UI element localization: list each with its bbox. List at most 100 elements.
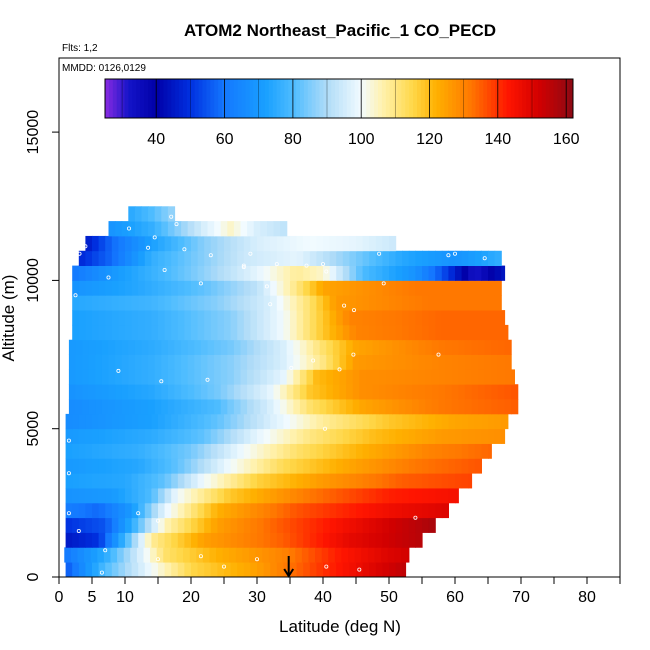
colorbar-swatch	[229, 79, 235, 118]
heatmap-cell	[415, 324, 423, 341]
heatmap-cell	[276, 265, 284, 281]
heatmap-cell	[194, 221, 202, 237]
heatmap-cell	[511, 369, 515, 385]
heatmap-cell	[111, 295, 119, 311]
colorbar-swatch	[417, 79, 422, 118]
heatmap-cell	[247, 221, 255, 237]
heatmap-cell	[356, 295, 364, 311]
heatmap-cell	[161, 206, 169, 222]
heatmap-cell	[138, 310, 146, 326]
heatmap-cell	[286, 369, 294, 385]
heatmap-cell	[257, 413, 265, 430]
sample-point	[324, 564, 329, 569]
heatmap-cell	[118, 280, 126, 296]
heatmap-cell	[118, 265, 126, 281]
heatmap-cell	[448, 473, 456, 489]
heatmap-cell	[438, 384, 446, 400]
heatmap-cell	[98, 458, 106, 474]
heatmap-cell	[224, 265, 232, 281]
heatmap-cell	[125, 532, 133, 548]
heatmap-cell	[230, 265, 238, 281]
colorbar-swatch	[475, 79, 480, 118]
colorbar-tick-label: 100	[348, 131, 375, 148]
heatmap-cell	[293, 339, 301, 355]
heatmap-cell	[455, 310, 463, 326]
heatmap-cell	[78, 250, 86, 266]
heatmap-cell	[309, 443, 317, 459]
heatmap-cell	[412, 384, 420, 400]
heatmap-cell	[184, 562, 192, 577]
heatmap-cell	[309, 458, 317, 474]
heatmap-cell	[408, 473, 416, 489]
heatmap-cell	[283, 488, 291, 504]
heatmap-cell	[441, 310, 449, 326]
heatmap-cell	[224, 295, 232, 311]
heatmap-cell	[230, 310, 238, 326]
heatmap-cell	[303, 532, 311, 548]
x-axis: 0 5 10 20 30 40 50 60 70 80	[55, 577, 621, 606]
colorbar-swatch	[506, 79, 512, 118]
heatmap-cell	[296, 310, 304, 326]
heatmap-cell	[276, 295, 284, 311]
heatmap-cell	[161, 399, 169, 415]
heatmap-cell	[422, 280, 430, 296]
heatmap-cell	[230, 428, 238, 444]
heatmap-cell	[276, 413, 284, 430]
heatmap-cell	[171, 413, 179, 430]
colorbar-swatch	[105, 79, 110, 118]
sample-point	[66, 438, 71, 443]
colorbar-tick-label: 60	[216, 131, 234, 148]
heatmap-cell	[95, 369, 103, 385]
heatmap-cell	[204, 324, 212, 341]
heatmap-cell	[362, 235, 370, 252]
heatmap-cell	[177, 517, 185, 533]
heatmap-cell	[455, 458, 463, 474]
sample-point	[322, 426, 327, 431]
heatmap-cell	[428, 280, 436, 296]
heatmap-cell	[362, 458, 370, 474]
heatmap-cell	[290, 413, 298, 430]
heatmap-cell	[154, 206, 162, 222]
heatmap-cell	[184, 250, 192, 266]
heatmap-cell	[431, 399, 440, 415]
heatmap-cell	[187, 369, 195, 385]
heatmap-cell	[184, 458, 192, 474]
heatmap-cell	[158, 562, 166, 577]
heatmap-cell	[352, 339, 360, 355]
heatmap-cell	[276, 324, 284, 341]
heatmap-cell	[303, 473, 311, 489]
colorbar-swatch	[124, 79, 129, 118]
heatmap-cell	[342, 428, 350, 444]
heatmap-cell	[115, 339, 123, 355]
heatmap-cell	[257, 324, 265, 341]
heatmap-cell	[342, 488, 350, 504]
colorbar-swatch	[557, 79, 562, 118]
heatmap-cell	[385, 369, 393, 385]
heatmap-cell	[385, 384, 393, 400]
heatmap-cell	[181, 384, 189, 400]
heatmap-cell	[148, 221, 156, 237]
heatmap-cell	[204, 532, 212, 548]
heatmap-cell	[220, 384, 228, 400]
heatmap-cell	[72, 562, 80, 577]
heatmap-cell	[422, 265, 430, 281]
heatmap-cell	[438, 399, 446, 415]
heatmap-cell	[276, 250, 284, 266]
heatmap-cell	[72, 443, 80, 459]
sample-point	[169, 214, 174, 219]
heatmap-cell	[323, 280, 331, 296]
sample-point	[342, 303, 347, 308]
heatmap-cell	[158, 428, 166, 444]
heatmap-cell	[105, 250, 113, 266]
heatmap-cell	[329, 324, 337, 341]
heatmap-cell	[197, 502, 205, 519]
heatmap-cell	[445, 369, 453, 385]
heatmap-cell	[191, 562, 199, 577]
heatmap-cell	[105, 473, 113, 489]
heatmap-cell	[288, 547, 296, 563]
heatmap-cell	[78, 443, 86, 459]
heatmap-cell	[306, 399, 314, 415]
heatmap-cell	[448, 443, 456, 459]
heatmap-cell	[445, 339, 453, 355]
heatmap-cell	[481, 310, 489, 326]
